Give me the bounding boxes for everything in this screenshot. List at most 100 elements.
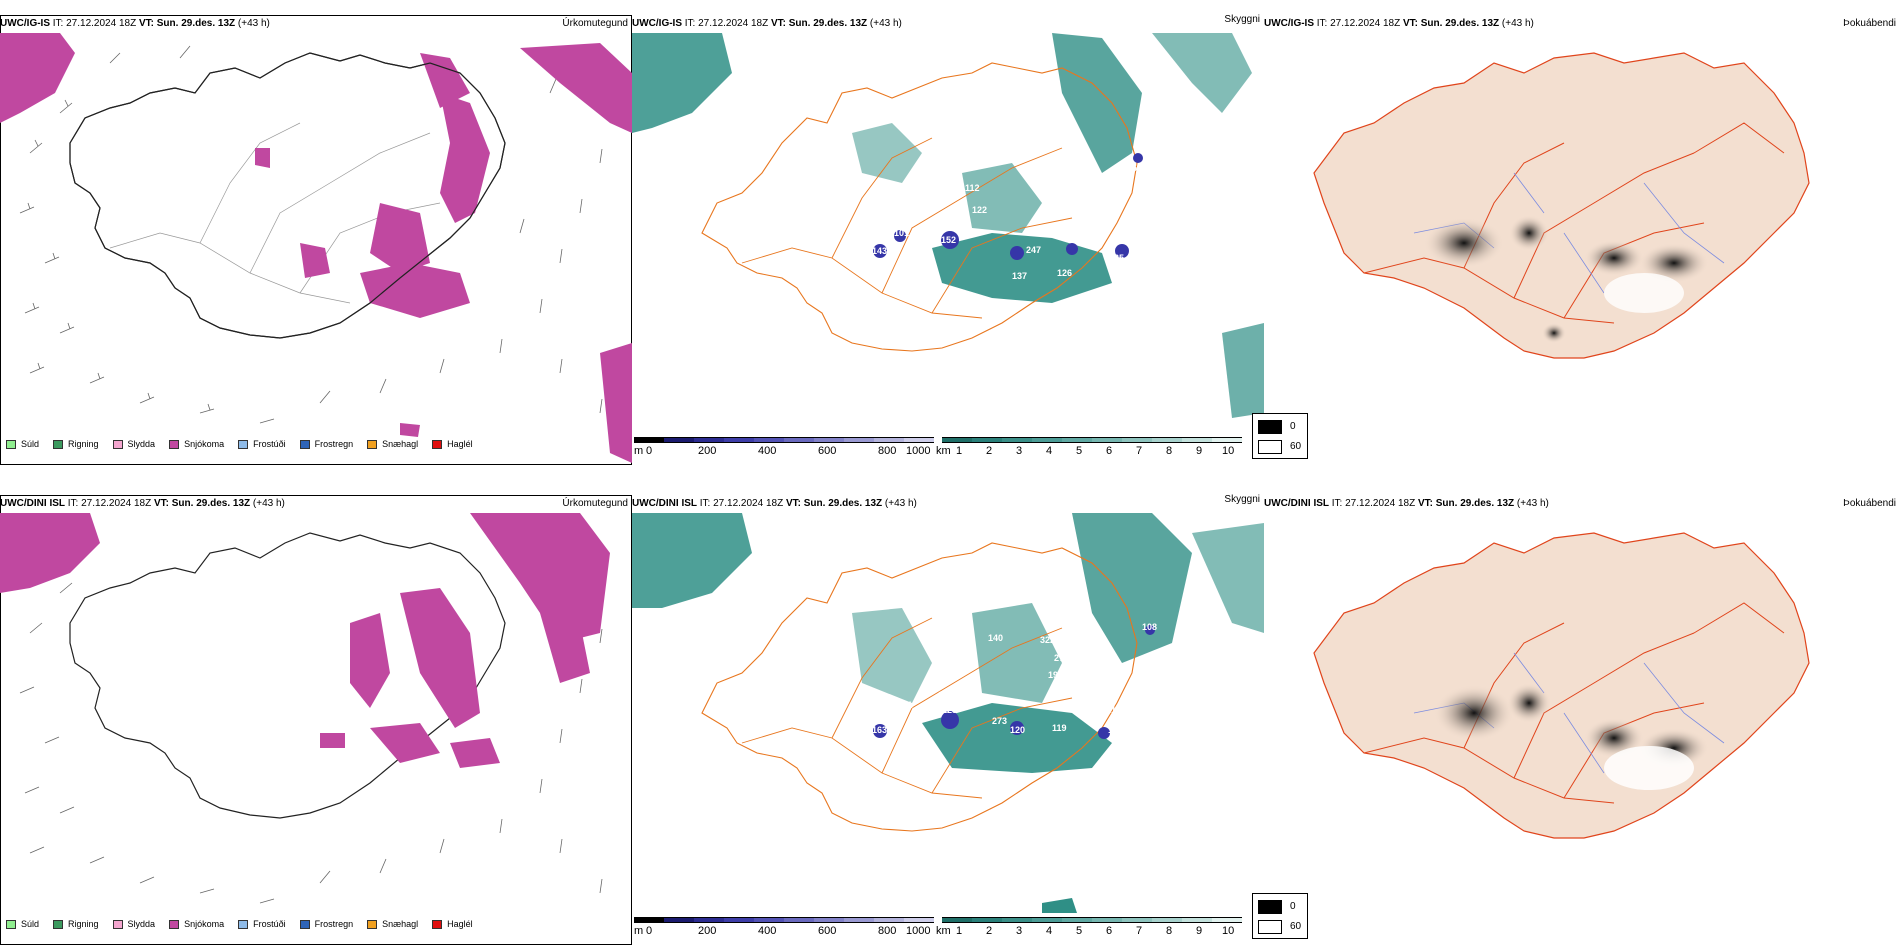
fog-map: [1264, 513, 1900, 945]
snow-depth-labels: 101 143 152 112 122 247 140 137 126 225 …: [872, 163, 1142, 281]
depth-label: 119: [1052, 723, 1067, 733]
it-value: 27.12.2024 18Z: [1330, 18, 1401, 29]
snow-depth-cells: [873, 153, 1143, 260]
map-frame: [0, 495, 632, 945]
depth-label: 271: [1054, 653, 1069, 663]
depth-label: 57: [1180, 639, 1190, 649]
tick-label: 5: [1076, 445, 1083, 457]
precip-map: [0, 513, 632, 945]
legend-item: Slydda: [112, 919, 155, 929]
tick-label: 600: [818, 445, 837, 457]
legend-item: Slydda: [112, 439, 155, 449]
panel-title: Úrkomutegund: [562, 498, 628, 509]
panel-title: Þokuábendi: [1843, 498, 1896, 509]
model-name: UWC/DINI ISL: [0, 498, 65, 509]
it-value: 27.12.2024 18Z: [66, 18, 137, 29]
depth-label: 120: [1010, 725, 1025, 735]
vt-value: Sun. 29.des. 13Z: [156, 18, 236, 29]
tick-label: 2: [986, 925, 993, 937]
fog-map-svg: [1313, 532, 1810, 839]
vt-value: Sun. 29.des. 13Z: [1420, 18, 1500, 29]
tick-label: 2: [986, 445, 993, 457]
vt-value: Sun. 29.des. 13Z: [171, 498, 251, 509]
legend-item: Haglél: [432, 439, 473, 449]
panel-header: UWC/DINI ISL IT: 27.12.2024 18Z VT: Sun.…: [632, 494, 1264, 513]
tick-label: 3: [1016, 925, 1023, 937]
depth-label: 151: [1108, 725, 1123, 735]
height-unit: m: [634, 445, 644, 457]
visibility-map: 101 143 152 112 122 247 140 137 126 225 …: [632, 33, 1264, 465]
model-name: UWC/IG-IS: [1264, 18, 1314, 29]
vis-unit: km: [936, 445, 951, 457]
vt-label: VT:: [1402, 18, 1418, 29]
row1-visibility-panel: UWC/IG-IS IT: 27.12.2024 18Z VT: Sun. 29…: [632, 14, 1264, 465]
fog-legend: 0 60: [1252, 413, 1308, 459]
depth-label: 101: [894, 228, 909, 238]
depth-label: 126: [1057, 268, 1072, 278]
fog-areas: [1424, 215, 1709, 343]
precip-legend: Súld Rigning Slydda Snjókoma Frostúði Fr…: [6, 919, 473, 929]
visibility-map-svg: 101 143 152 112 122 247 140 137 126 225 …: [632, 33, 1264, 418]
model-name: UWC/DINI ISL: [1264, 498, 1329, 509]
depth-label: 143: [1110, 271, 1125, 281]
tick-label: 6: [1106, 925, 1113, 937]
fog-legend-max: 60: [1290, 921, 1302, 932]
depth-label: 273: [992, 716, 1007, 726]
legend-item: Snæhagl: [367, 919, 418, 929]
legend-item: Snæhagl: [367, 439, 418, 449]
it-value: 27.12.2024 18Z: [1345, 498, 1416, 509]
depth-label: 137: [1012, 271, 1027, 281]
depth-label: 140: [1042, 225, 1057, 235]
depth-label: 763: [1142, 712, 1157, 722]
row2-fog-panel: UWC/DINI ISL IT: 27.12.2024 18Z VT: Sun.…: [1252, 495, 1900, 945]
panel-header: UWC/IG-IS IT: 27.12.2024 18Z VT: Sun. 29…: [0, 15, 632, 33]
precip-map-svg: [0, 513, 610, 904]
tick-label: 10: [1222, 925, 1235, 937]
fog-legend-max: 60: [1290, 441, 1302, 452]
panel-title: Skyggni: [1224, 494, 1260, 505]
depth-label: 199: [938, 690, 953, 700]
model-name: UWC/DINI ISL: [632, 498, 697, 509]
precip-map: [0, 33, 632, 465]
it-label: IT:: [1316, 18, 1328, 29]
vis-unit: km: [936, 925, 951, 937]
panel-header: UWC/IG-IS IT: 27.12.2024 18Z VT: Sun. 29…: [1264, 15, 1900, 33]
vt-label: VT:: [770, 18, 786, 29]
fog-legend: 0 60: [1252, 893, 1308, 939]
vt-value: Sun. 29.des. 13Z: [1435, 498, 1515, 509]
legend-item: Frostúði: [238, 439, 286, 449]
depth-label: 123: [942, 705, 957, 715]
tick-label: 7: [1136, 925, 1143, 937]
panel-title: Þokuábendi: [1843, 18, 1896, 29]
tick-label: 8: [1166, 925, 1173, 937]
depth-label: 210: [1106, 705, 1121, 715]
vt-value: Sun. 29.des. 13Z: [788, 18, 868, 29]
vt-label: VT:: [153, 498, 169, 509]
depth-label: 143: [872, 246, 887, 256]
legend-item: Frostregn: [299, 439, 353, 449]
row1-fog-panel: UWC/IG-IS IT: 27.12.2024 18Z VT: Sun. 29…: [1252, 15, 1900, 465]
it-value: 27.12.2024 18Z: [81, 498, 152, 509]
tick-label: 0: [646, 925, 653, 937]
tick-label: 3: [1016, 445, 1023, 457]
vt-label: VT:: [138, 18, 154, 29]
fog-map-svg: [1313, 52, 1810, 359]
tick-label: 0: [646, 445, 653, 457]
depth-label: 140: [988, 633, 1003, 643]
vt-label: VT:: [1417, 498, 1433, 509]
fog-legend-min: 0: [1290, 421, 1296, 432]
legend-item: Frostregn: [299, 919, 353, 929]
tick-label: 600: [818, 925, 837, 937]
lead-time: (+43 h): [1501, 18, 1534, 29]
panel-title: Úrkomutegund: [562, 18, 628, 29]
legend-item: Súld: [6, 439, 39, 449]
visibility-colorbar: km 1 2 3 4 5 6 7 8 9 10: [936, 437, 1242, 461]
visibility-map: 140 322 271 192 199 211 123 163 273 120 …: [632, 513, 1264, 945]
it-label: IT:: [699, 498, 711, 509]
tick-label: 1000: [906, 445, 931, 457]
panel-header: UWC/IG-IS IT: 27.12.2024 18Z VT: Sun. 29…: [632, 14, 1264, 33]
lead-time: (+43 h): [1516, 498, 1549, 509]
model-name: UWC/IG-IS: [632, 18, 682, 29]
depth-label: 247: [1026, 245, 1041, 255]
depth-label: 225: [1109, 253, 1124, 263]
